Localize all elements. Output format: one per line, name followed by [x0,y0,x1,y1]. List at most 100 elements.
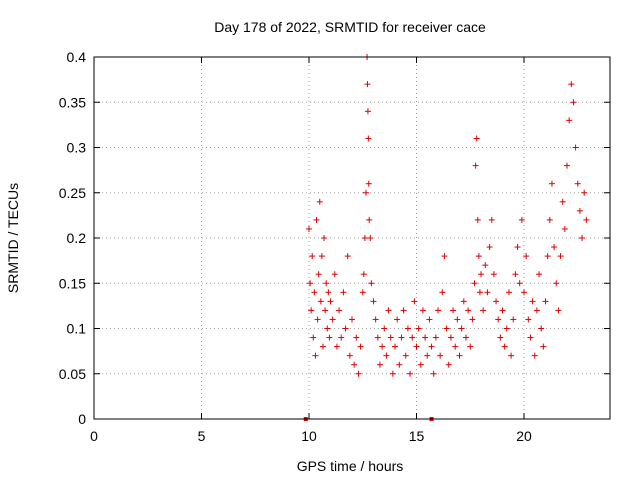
data-point [353,334,360,341]
data-point [551,244,558,251]
data-point [445,361,452,368]
data-point [381,325,388,332]
data-point [482,262,489,269]
data-point [394,316,401,323]
data-point [392,343,398,350]
data-point [376,361,383,368]
data-point [474,216,481,223]
y-tick-label: 0 [78,411,86,427]
data-point [572,144,579,151]
data-point [310,334,317,341]
data-point [583,216,590,223]
data-point [521,289,527,296]
data-point [340,289,347,296]
data-point [387,334,394,341]
data-point [424,352,431,359]
data-point [327,298,334,305]
data-point [462,334,469,341]
data-point [527,334,534,341]
grid-layer [94,57,610,419]
data-point [559,198,566,205]
data-point [318,253,325,260]
data-point [454,316,461,323]
data-point [385,307,392,314]
data-point [374,334,381,341]
data-point [490,271,497,278]
x-tick-label: 5 [198,428,206,444]
data-point [495,316,502,323]
data-point [467,343,474,350]
data-point [452,343,459,350]
y-tick-label: 0.35 [59,94,86,110]
data-point [544,253,551,260]
data-point [370,298,377,305]
data-point [344,253,351,260]
data-point [322,307,329,314]
data-point [542,298,549,305]
data-point [324,325,331,332]
data-point [447,334,454,341]
data-point [458,325,465,332]
y-tick-label: 0.25 [59,185,86,201]
y-axis-label: SRMTID / TECUs [5,183,21,293]
data-point [315,271,322,278]
data-point [309,253,316,260]
data-point [357,343,364,350]
data-point [417,361,424,368]
data-point [319,343,326,350]
data-point [531,352,538,359]
data-point [331,271,338,278]
y-tick-label: 0.2 [67,230,87,246]
data-point [333,343,340,350]
data-point [518,216,525,223]
data-point [536,271,543,278]
data-point [389,370,396,377]
data-point [413,343,420,350]
data-point [540,343,547,350]
data-point [400,307,407,314]
data-point [471,280,478,287]
data-point [426,316,433,323]
data-point [533,307,540,314]
data-point [351,361,358,368]
data-point [574,180,581,187]
data-point [456,352,463,359]
data-point [432,334,439,341]
data-point [361,235,368,241]
data-point [437,352,444,359]
data-point [359,289,366,296]
data-point [365,180,372,187]
data-point [355,370,362,377]
data-point [419,307,426,314]
data-point [323,280,330,287]
data-point [486,244,493,251]
data-point [450,307,457,314]
y-tick-label: 0.1 [67,321,87,337]
data-point [480,307,487,314]
data-point [379,343,386,350]
data-point [435,307,441,314]
data-point [329,316,336,323]
data-point [430,370,437,377]
data-point [308,307,315,314]
data-point [409,334,416,341]
data-point [407,370,414,377]
x-tick-label: 10 [301,428,317,444]
data-point [460,298,467,305]
data-point [497,334,504,341]
y-tick-label: 0.3 [67,140,87,156]
chart-title: Day 178 of 2022, SRMTID for receiver cac… [214,19,486,35]
data-point [316,198,323,205]
data-point [396,361,403,368]
data-point [570,99,577,106]
y-tick-label: 0.15 [59,275,86,291]
data-point [484,289,491,296]
data-point [576,207,583,214]
data-point [364,108,371,115]
data-point [317,298,324,305]
data-point [365,135,372,142]
data-point [314,316,321,323]
data-point [422,334,429,341]
data-point [349,316,355,323]
data-point [428,343,435,350]
